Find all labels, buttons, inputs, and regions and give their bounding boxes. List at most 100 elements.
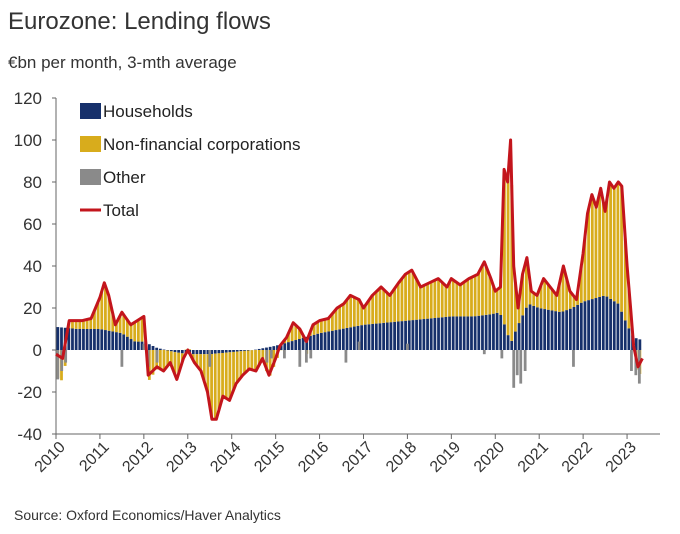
nfc-bar xyxy=(579,266,583,303)
y-tick-label: 60 xyxy=(23,215,42,234)
nfc-bar xyxy=(352,297,356,327)
households-bar xyxy=(228,350,232,353)
households-bar xyxy=(543,309,547,350)
x-tick-label: 2022 xyxy=(559,439,596,476)
households-bar xyxy=(356,325,360,350)
households-bar xyxy=(309,335,312,350)
households-bar xyxy=(155,347,159,350)
households-bar xyxy=(510,340,514,350)
households-bar xyxy=(579,302,583,350)
nfc-bar xyxy=(448,282,451,317)
nfc-bar xyxy=(371,295,375,324)
nfc-bar xyxy=(627,287,631,329)
nfc-bar xyxy=(503,170,506,325)
nfc-bar xyxy=(228,352,232,400)
nfc-bar xyxy=(605,199,609,297)
nfc-bar xyxy=(158,350,162,371)
nfc-bar xyxy=(396,283,400,322)
households-bar xyxy=(265,347,268,350)
nfc-bar xyxy=(224,352,228,399)
nfc-bar xyxy=(565,278,569,311)
households-bar xyxy=(517,323,521,350)
nfc-bar xyxy=(268,350,272,376)
households-bar xyxy=(407,320,411,350)
total-line xyxy=(55,138,644,421)
households-bar xyxy=(129,339,133,350)
other-bar xyxy=(357,341,361,350)
households-bar xyxy=(327,331,331,350)
y-tick-label: 80 xyxy=(23,173,42,192)
households-bar xyxy=(272,346,276,350)
households-bar xyxy=(74,328,78,350)
households-bar xyxy=(122,334,126,350)
nfc-bar xyxy=(495,289,499,313)
households-bar xyxy=(246,350,250,351)
other-bar xyxy=(519,350,523,384)
households-bar xyxy=(495,312,499,350)
other-bar xyxy=(142,343,146,350)
other-bar xyxy=(512,350,516,388)
other-bar xyxy=(56,350,60,380)
nfc-bar xyxy=(532,292,536,306)
nfc-bar xyxy=(521,273,525,316)
households-bar xyxy=(459,316,462,350)
households-bar xyxy=(195,350,199,355)
nfc-bar xyxy=(294,325,298,341)
nfc-bar xyxy=(195,354,199,366)
nfc-bar xyxy=(429,281,433,319)
legend-label-total: Total xyxy=(103,201,139,220)
nfc-bar xyxy=(206,354,210,395)
households-bar xyxy=(481,315,484,350)
nfc-bar xyxy=(404,274,407,321)
households-bar xyxy=(462,316,466,350)
other-bar xyxy=(269,350,273,359)
x-tick-label: 2016 xyxy=(295,439,332,476)
households-bar xyxy=(598,296,601,350)
nfc-bar xyxy=(415,279,418,320)
households-bar xyxy=(404,320,407,350)
households-bar xyxy=(334,330,338,350)
other-bar xyxy=(523,350,527,371)
nfc-bar xyxy=(232,351,235,391)
households-bar xyxy=(316,333,320,350)
nfc-bar xyxy=(620,185,623,312)
households-bar xyxy=(634,338,638,350)
households-bar xyxy=(411,320,415,350)
households-bar xyxy=(298,338,301,350)
households-bar xyxy=(535,307,539,350)
households-bar xyxy=(352,326,356,350)
households-bar xyxy=(528,304,532,350)
nfc-bar xyxy=(330,313,334,331)
nfc-bar xyxy=(609,183,612,299)
nfc-bar xyxy=(455,282,459,317)
nfc-bar xyxy=(323,319,327,333)
households-bar xyxy=(177,350,181,353)
households-bar xyxy=(341,328,345,350)
households-bar xyxy=(338,329,342,350)
households-bar xyxy=(557,311,561,350)
nfc-bar xyxy=(202,354,206,382)
y-tick-label: -40 xyxy=(17,425,42,444)
households-bar xyxy=(221,350,224,353)
nfc-bar xyxy=(499,279,503,315)
nfc-bar xyxy=(298,328,301,339)
nfc-bar xyxy=(389,293,393,323)
households-bar xyxy=(173,350,177,353)
nfc-bar xyxy=(71,320,74,329)
households-bar xyxy=(85,329,89,350)
households-bar xyxy=(371,323,375,350)
other-bar xyxy=(60,350,64,371)
households-bar xyxy=(451,316,455,350)
nfc-bar xyxy=(590,195,594,300)
nfc-bar xyxy=(78,320,82,329)
nfc-bar xyxy=(572,296,576,307)
other-bar xyxy=(630,350,633,371)
other-bar xyxy=(344,350,348,363)
households-bar xyxy=(550,310,554,350)
nfc-bar xyxy=(104,285,107,331)
households-bar xyxy=(243,350,246,351)
chart-subtitle: €bn per month, 3-mth average xyxy=(8,53,237,72)
households-bar xyxy=(96,329,100,350)
nfc-bar xyxy=(400,278,404,322)
households-bar xyxy=(320,332,323,350)
